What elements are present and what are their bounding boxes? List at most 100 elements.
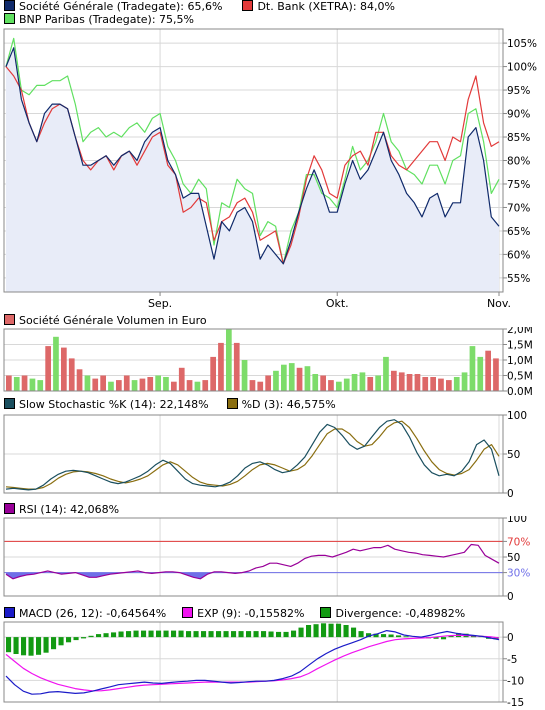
divergence-bar <box>313 624 319 638</box>
bnp-line <box>5 37 500 265</box>
volume-tick-label: 1,0M <box>507 355 533 367</box>
sg-area <box>6 47 499 292</box>
divergence-bar <box>306 625 312 638</box>
divergence-bar <box>28 637 34 656</box>
divergence-bar <box>13 637 19 654</box>
legend-label-bnp: BNP Paribas (Tradegate): 75,5% <box>19 13 194 26</box>
divergence-bar <box>6 637 12 653</box>
volume-bar <box>171 381 177 391</box>
volume-bar <box>398 372 405 391</box>
volume-bar <box>147 377 154 391</box>
legend-swatch-volume <box>4 314 15 325</box>
volume-bar <box>453 377 460 391</box>
volume-bar <box>281 364 287 391</box>
volume-bar <box>257 381 264 391</box>
legend-item-stoch-k: Slow Stochastic %K (14): 22,148% <box>4 398 209 411</box>
sg-line <box>5 47 500 265</box>
volume-bar <box>76 369 83 391</box>
divergence-bar <box>141 630 147 638</box>
volume-bar <box>336 381 342 391</box>
divergence-bar <box>448 635 454 638</box>
volume-bar <box>61 347 67 391</box>
stoch-tick-label: 100 <box>507 411 527 422</box>
legend-label-volume: Société Générale Volumen in Euro <box>19 314 207 327</box>
macd-tick-label: -15 <box>507 697 524 709</box>
price-chart: 105% 100% 95% 90% 85% 80% 75% 70% 65% 60% 55% Sep. O… <box>3 28 537 310</box>
divergence-bar <box>36 637 42 655</box>
legend-label-divergence: Divergence: -0,48982% <box>335 607 466 620</box>
volume-tick-label: 1,5M <box>507 340 533 352</box>
legend-swatch-stoch-k <box>4 398 15 409</box>
divergence-bar <box>261 631 267 638</box>
divergence-bar <box>366 633 372 638</box>
volume-bar <box>422 377 429 391</box>
macd-chart: 0 -5 -10 -15 <box>3 621 524 709</box>
volume-bar <box>178 367 185 392</box>
volume-tick-label: 2,0M <box>507 327 533 336</box>
volume-tick-label: 0,0M <box>507 386 533 395</box>
macd-tick-label: -5 <box>507 654 517 666</box>
price-legend-row2: BNP Paribas (Tradegate): 75,5% <box>4 13 208 27</box>
divergence-bar <box>96 634 102 638</box>
legend-label-rsi: RSI (14): 42,068% <box>19 503 120 516</box>
volume-bar <box>84 375 91 391</box>
volume-bar <box>446 380 452 391</box>
volume-bar <box>375 375 381 391</box>
price-tick-label: 65% <box>507 226 530 238</box>
volume-bar <box>493 358 499 391</box>
volume-bar <box>131 380 138 391</box>
divergence-bar <box>88 635 94 638</box>
divergence-bar <box>156 630 162 638</box>
divergence-bar <box>343 625 349 638</box>
volume-bar <box>92 378 99 391</box>
volume-bar <box>194 381 201 391</box>
rsi-tick-label: 70% <box>507 536 530 548</box>
divergence-bar <box>276 631 282 638</box>
volume-bar <box>123 375 130 391</box>
divergence-bar <box>238 631 244 638</box>
volume-bar <box>249 380 256 391</box>
divergence-bar <box>126 631 132 638</box>
volume-bar <box>391 370 397 391</box>
legend-swatch-bnp <box>4 13 15 24</box>
volume-bar <box>430 377 436 391</box>
volume-bar <box>328 380 334 391</box>
volume-bar <box>29 378 36 391</box>
volume-bar <box>414 374 421 391</box>
x-tick-label: Sep. <box>148 297 172 310</box>
volume-bar <box>155 375 161 391</box>
divergence-bar <box>268 631 274 638</box>
divergence-bar <box>163 630 169 638</box>
divergence-bar <box>298 627 304 638</box>
divergence-bar <box>103 633 109 638</box>
volume-bar <box>312 374 319 391</box>
price-tick-label: 75% <box>507 179 530 191</box>
divergence-bar <box>373 633 379 638</box>
plot-frame <box>3 28 504 293</box>
divergence-bar <box>253 631 259 638</box>
divergence-bar <box>283 631 289 638</box>
divergence-bar <box>73 637 79 641</box>
price-tick-label: 100% <box>507 62 537 74</box>
divergence-bar <box>178 630 184 638</box>
divergence-bar <box>208 631 214 638</box>
legend-item-db: Dt. Bank (XETRA): 84,0% <box>242 0 395 13</box>
divergence-bar <box>433 637 439 639</box>
volume-bar <box>477 356 484 391</box>
volume-bar <box>288 363 295 391</box>
legend-swatch-sg <box>4 0 15 11</box>
volume-bar <box>53 336 59 392</box>
volume-bar <box>241 360 248 391</box>
price-tick-label: 105% <box>507 38 537 50</box>
volume-bar <box>383 356 389 391</box>
rsi-tick-label: 100 <box>507 516 527 525</box>
stoch-tick-label: 0 <box>507 488 514 499</box>
volume-bar <box>68 358 75 391</box>
rsi-chart: 100 70% 50 30% 0 <box>3 516 530 603</box>
divergence-bar <box>328 623 334 638</box>
divergence-bar <box>231 631 237 638</box>
divergence-bar <box>403 636 409 638</box>
volume-bar <box>438 378 444 391</box>
plot-frame <box>3 414 504 494</box>
volume-bar <box>210 356 216 391</box>
